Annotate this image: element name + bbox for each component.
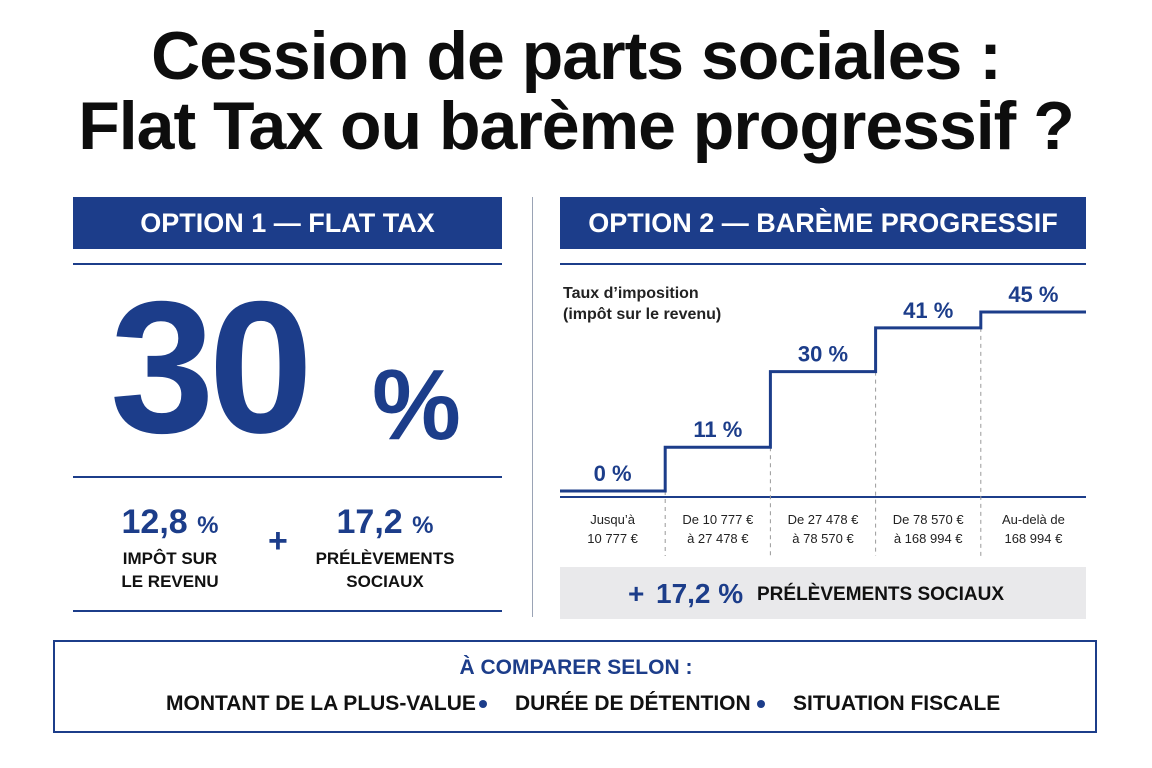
bracket-label: De 27 478 € — [788, 512, 860, 527]
social-levies-text: PRÉLÈVEMENTS SOCIAUX — [757, 584, 1005, 605]
criterion-holding-period: DURÉE DE DÉTENTION — [515, 692, 751, 715]
option1-top-rule — [73, 263, 502, 265]
bracket-label: Au-delà de — [1002, 512, 1065, 527]
option1-middle-rule — [73, 476, 502, 478]
rate-label: 11 % — [693, 417, 742, 442]
bullet-dot — [757, 700, 765, 708]
income-tax-rate: 12,8 % — [95, 503, 245, 545]
social-levies-label-line-1: PRÉLÈVEMENTS — [315, 549, 455, 568]
social-levies-rate-unit: % — [412, 512, 434, 539]
bracket-label: 168 994 € — [1004, 531, 1063, 546]
rate-label: 41 % — [903, 298, 953, 323]
rate-label: 45 % — [1008, 282, 1058, 307]
income-tax-label: IMPÔT SUR LE REVENU — [95, 547, 245, 593]
income-tax-rate-unit: % — [197, 512, 219, 539]
bracket-label: De 10 777 € — [682, 512, 754, 527]
rate-step-line — [560, 310, 1086, 493]
chart-axis-title: Taux d’imposition (impôt sur le revenu) — [563, 283, 721, 325]
flat-tax-rate-value: 30 — [110, 262, 313, 472]
social-levies-plus: + — [628, 578, 645, 609]
bracket-label: à 27 478 € — [687, 531, 749, 546]
chart-axis-title-line-2: (impôt sur le revenu) — [563, 306, 722, 323]
rate-label: 30 % — [798, 342, 848, 367]
comparison-title: À COMPARER SELON : — [459, 656, 693, 679]
page-title-line-2: Flat Tax ou barème progressif ? — [78, 88, 1075, 164]
bracket-label: De 78 570 € — [893, 512, 965, 527]
social-levies-panel — [560, 567, 1086, 619]
option2-banner: OPTION 2 — BARÈME PROGRESSIF — [560, 197, 1086, 249]
flat-tax-rate-unit: % — [372, 349, 461, 461]
option1-banner: OPTION 1 — FLAT TAX — [73, 197, 502, 249]
page-title-line-1: Cession de parts sociales : — [151, 18, 1002, 94]
social-levies-rate: 17,2 % — [310, 503, 460, 545]
chart-axis-title-line-1: Taux d’imposition — [563, 285, 699, 302]
criterion-tax-situation: SITUATION FISCALE — [793, 692, 1001, 715]
bracket-label: à 168 994 € — [894, 531, 963, 546]
rate-label: 0 % — [594, 461, 632, 486]
social-levies-rate-value: 17,2 — [336, 503, 403, 541]
bullet-dot — [479, 700, 487, 708]
column-divider — [532, 197, 533, 617]
social-levies-label: PRÉLÈVEMENTS SOCIAUX — [300, 547, 470, 593]
option1-bottom-rule — [73, 610, 502, 612]
income-tax-rate-value: 12,8 — [121, 503, 188, 541]
comparison-box — [53, 640, 1097, 733]
social-levies-label-line-2: SOCIAUX — [346, 572, 424, 591]
plus-sign: + — [268, 522, 288, 560]
criterion-gain-amount: MONTANT DE LA PLUS-VALUE — [166, 692, 476, 715]
income-tax-label-line-2: LE REVENU — [121, 572, 219, 591]
income-tax-label-line-1: IMPÔT SUR — [122, 549, 218, 568]
bracket-label: à 78 570 € — [792, 531, 854, 546]
bracket-label: 10 777 € — [587, 531, 638, 546]
bracket-label: Jusqu’à — [590, 512, 636, 527]
social-levies-value: 17,2 % — [656, 578, 744, 609]
option2-top-rule — [560, 263, 1086, 265]
